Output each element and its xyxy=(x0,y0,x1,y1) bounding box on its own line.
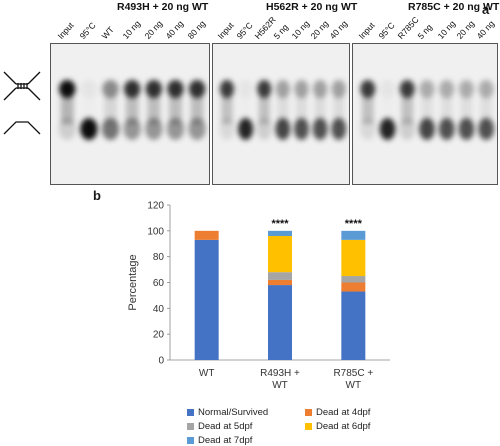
x-tick-label: WT xyxy=(199,368,215,379)
gel-image-2 xyxy=(212,43,350,185)
gel-title-3: R785C + 20 ng WT xyxy=(408,1,500,13)
lane-label: 20 ng xyxy=(454,18,477,41)
y-tick-label: 20 xyxy=(153,330,165,341)
legend-label: Dead at 7dpf xyxy=(198,435,253,446)
gel-title-1: R493H + 20 ng WT xyxy=(117,1,209,13)
lane-label: Input xyxy=(356,20,377,41)
lane-label: 40 ng xyxy=(327,18,349,41)
legend-item: Dead at 5dpf xyxy=(187,421,252,432)
lane-label: WT xyxy=(99,24,116,41)
x-tick-label: R785C + WT xyxy=(333,368,373,391)
gel-title-2: H562R + 20 ng WT xyxy=(266,1,358,13)
x-tick-label: R493H + WT xyxy=(260,368,300,391)
panel-label-b: b xyxy=(93,188,101,203)
legend-item: Dead at 4dpf xyxy=(305,407,370,418)
y-tick-label: 80 xyxy=(153,252,165,263)
lane-label: 80 ng xyxy=(185,18,208,41)
panel-label-a: a xyxy=(482,2,490,17)
gel-image-3 xyxy=(352,43,498,185)
lane-label: 40 ng xyxy=(474,18,497,41)
bar-segment xyxy=(268,279,292,286)
lane-label: 20 ng xyxy=(308,18,331,41)
lane-label: 95°C xyxy=(77,20,98,41)
lane-label: R785C xyxy=(395,14,421,41)
legend-swatch xyxy=(187,423,194,430)
legend-item: Normal/Survived xyxy=(187,407,268,418)
legend-swatch xyxy=(187,409,194,416)
legend-item: Dead at 7dpf xyxy=(187,435,252,446)
lane-label: 40 ng xyxy=(164,18,186,41)
legend-label: Normal/Survived xyxy=(198,407,269,418)
bar-segment xyxy=(341,239,366,277)
bar-segment xyxy=(341,230,366,240)
y-tick-label: 100 xyxy=(147,226,164,237)
lane-label: 10 ng xyxy=(435,18,457,41)
survival-chart: 0 20 40 60 80 100 120 Percentage WT **** R493H + WT… xyxy=(127,201,390,391)
split-product-icon xyxy=(3,121,41,135)
lane-label: 10 ng xyxy=(120,18,143,41)
gel-image-1 xyxy=(50,43,210,185)
legend-label: Dead at 6dpf xyxy=(316,421,371,432)
y-axis-label: Percentage xyxy=(127,254,139,310)
holliday-junction-icon xyxy=(3,71,41,101)
lane-label: 20 ng xyxy=(142,18,165,41)
bar-segment xyxy=(268,285,292,360)
bar-segment xyxy=(194,230,219,240)
bar-segment xyxy=(194,239,219,360)
structure-diagram xyxy=(3,71,41,135)
legend-label: Dead at 4dpf xyxy=(316,407,371,418)
lane-label: Input xyxy=(55,20,76,41)
bar-segment xyxy=(268,272,292,280)
legend-swatch xyxy=(187,437,194,444)
y-tick-label: 40 xyxy=(153,304,165,315)
legend-item: Dead at 6dpf xyxy=(305,421,370,432)
significance-label: **** xyxy=(271,218,289,230)
legend-label: Dead at 5dpf xyxy=(198,421,253,432)
legend-swatch xyxy=(305,409,312,416)
lane-label: 95°C xyxy=(234,20,255,41)
bar-segment xyxy=(268,236,292,273)
lane-label: Input xyxy=(215,20,236,41)
bar-segment xyxy=(268,230,292,236)
lane-label: 10 ng xyxy=(290,18,312,41)
y-tick-label: 0 xyxy=(158,356,164,367)
significance-label: **** xyxy=(345,218,363,230)
y-tick-label: 60 xyxy=(153,278,165,289)
y-tick-label: 120 xyxy=(147,201,164,212)
bar-segment xyxy=(341,276,366,283)
bar-segment xyxy=(341,282,366,292)
legend-swatch xyxy=(305,423,312,430)
bar-segment xyxy=(341,291,366,360)
lane-label: 5 ng xyxy=(415,22,435,41)
lane-label: 95°C xyxy=(376,20,397,41)
